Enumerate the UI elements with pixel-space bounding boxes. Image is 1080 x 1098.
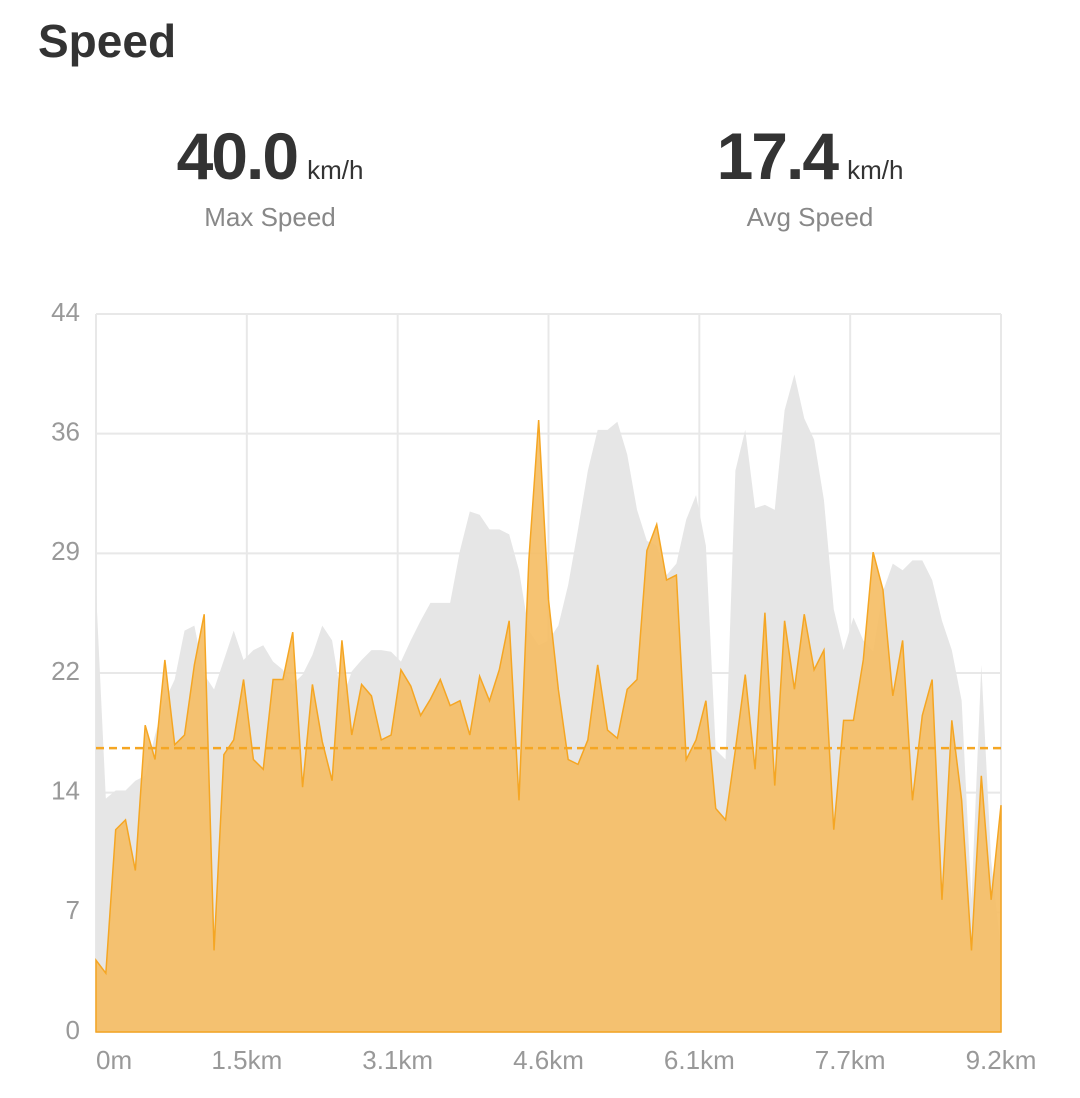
y-tick-label: 22 bbox=[51, 656, 80, 686]
y-tick-label: 44 bbox=[51, 297, 80, 327]
x-tick-label: 9.2km bbox=[966, 1045, 1037, 1075]
area bbox=[95, 420, 1002, 1033]
x-tick-label: 4.6km bbox=[513, 1045, 584, 1075]
stat: 40.0 km/h Max Speed bbox=[70, 118, 470, 233]
x-tick-label: 7.7km bbox=[815, 1045, 886, 1075]
x-tick-label: 0m bbox=[96, 1045, 132, 1075]
y-tick-label: 14 bbox=[51, 776, 80, 806]
title: Speed bbox=[38, 15, 177, 67]
x-tick-label: 3.1km bbox=[362, 1045, 433, 1075]
y-tick-label: 36 bbox=[51, 417, 80, 447]
y-tick-label: 0 bbox=[66, 1015, 80, 1045]
stat: 17.4 km/h Avg Speed bbox=[610, 118, 1010, 233]
y-tick-label: 29 bbox=[51, 536, 80, 566]
x-tick-label: 1.5km bbox=[211, 1045, 282, 1075]
x-tick-label: 6.1km bbox=[664, 1045, 735, 1075]
stat-unit: km/h bbox=[847, 155, 904, 185]
stat-value: 40.0 bbox=[176, 119, 299, 193]
stat-value: 17.4 bbox=[716, 119, 839, 193]
stat-unit: km/h bbox=[307, 155, 364, 185]
y-tick-label: 7 bbox=[66, 895, 80, 925]
stat-label: Avg Speed bbox=[746, 202, 874, 232]
stat-label: Max Speed bbox=[204, 202, 336, 232]
